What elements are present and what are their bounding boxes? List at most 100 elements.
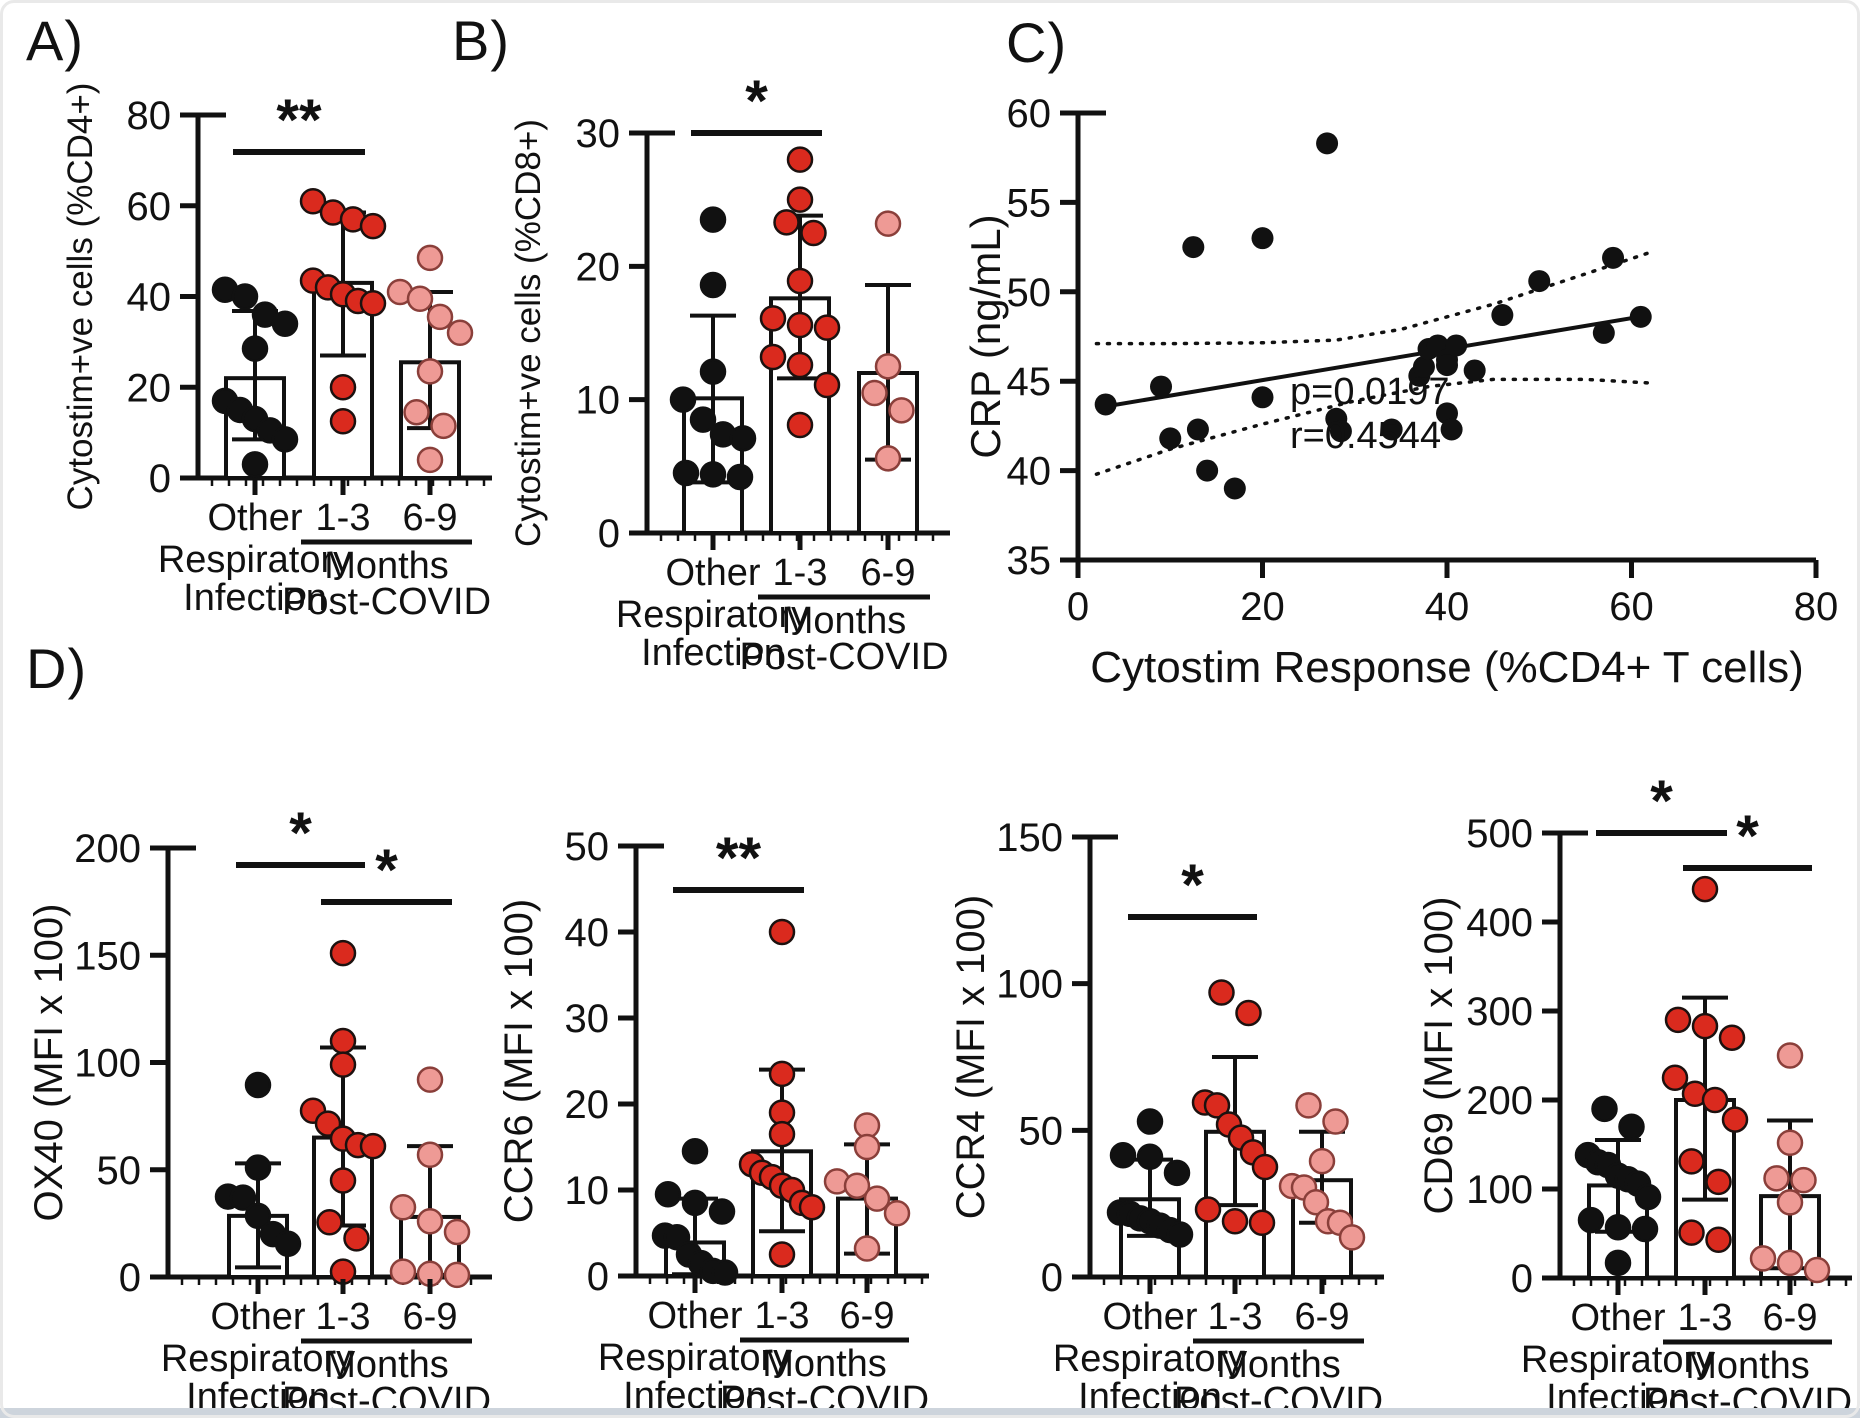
annotation-p-value: p=0.0197 xyxy=(1290,371,1450,413)
data-point xyxy=(274,1230,302,1258)
data-point xyxy=(416,1207,444,1235)
data-point xyxy=(1322,1108,1349,1135)
data-point xyxy=(430,412,457,440)
data-point xyxy=(711,1259,739,1286)
data-point xyxy=(241,335,269,362)
data-point xyxy=(1718,1024,1746,1051)
scatter-point xyxy=(1463,359,1486,382)
data-point xyxy=(1577,1206,1605,1234)
data-point xyxy=(329,939,357,967)
data-point xyxy=(1701,1086,1729,1114)
y-tick-label: 40 xyxy=(127,276,172,320)
sig-label: * xyxy=(375,838,398,903)
y-tick-label: 40 xyxy=(1007,450,1052,494)
data-point xyxy=(843,1172,871,1199)
data-point xyxy=(853,1235,881,1262)
data-point xyxy=(1248,1209,1276,1236)
y-tick-label: 0 xyxy=(119,1256,141,1300)
scatter-point xyxy=(1602,246,1625,269)
data-point xyxy=(1803,1256,1831,1284)
data-point xyxy=(244,1202,272,1230)
y-tick-label: 45 xyxy=(1007,360,1052,404)
y-tick-label: 150 xyxy=(996,816,1063,860)
data-point xyxy=(244,1154,272,1181)
y-tick-label: 80 xyxy=(127,94,172,138)
data-point xyxy=(689,406,717,433)
scatter-point xyxy=(1150,375,1173,398)
data-point xyxy=(1136,1143,1164,1170)
data-point xyxy=(1763,1165,1790,1192)
group-label: 6-9 xyxy=(1295,1296,1350,1338)
data-point xyxy=(729,425,757,452)
data-point xyxy=(416,244,444,272)
data-point xyxy=(1295,1092,1322,1119)
scatter-point xyxy=(1440,418,1463,441)
scatter-point xyxy=(1223,477,1246,500)
data-point xyxy=(773,209,800,236)
y-tick-label: 200 xyxy=(1466,1079,1533,1123)
data-point xyxy=(681,1189,709,1217)
data-point xyxy=(1591,1095,1618,1123)
data-point xyxy=(1749,1245,1777,1272)
scatter-point xyxy=(1329,420,1352,443)
data-point xyxy=(681,1138,709,1165)
y-tick-label: 50 xyxy=(565,825,610,869)
data-point xyxy=(1705,1226,1732,1253)
data-point xyxy=(786,351,814,379)
data-point xyxy=(708,1198,736,1225)
scatter-point xyxy=(1380,418,1403,441)
annotation-r-value: r=0.4544 xyxy=(1290,415,1441,457)
footer-respiratory: Respiratory xyxy=(158,539,352,581)
data-point xyxy=(241,451,269,478)
data-point xyxy=(271,310,299,337)
y-tick-label: 20 xyxy=(576,245,621,289)
footer-respiratory: Respiratory xyxy=(598,1337,792,1379)
data-point xyxy=(1136,1108,1164,1135)
data-point xyxy=(813,371,841,399)
group-label: 1-3 xyxy=(773,552,828,594)
y-axis-label: CRP (ng/mL) xyxy=(962,214,1009,458)
footer-months: Months xyxy=(1685,1345,1810,1387)
data-point xyxy=(874,353,902,380)
y-tick-label: 200 xyxy=(74,827,141,871)
data-point xyxy=(1302,1188,1330,1216)
data-point xyxy=(329,374,357,401)
regression-line xyxy=(1096,313,1651,410)
scatter-point xyxy=(1316,132,1339,155)
y-tick-label: 50 xyxy=(1007,271,1052,315)
data-point xyxy=(786,146,814,173)
ci_upper-band xyxy=(1094,250,1652,346)
data-point xyxy=(1618,1113,1645,1140)
group-label: Other xyxy=(210,1296,305,1338)
y-tick-label: 60 xyxy=(1007,92,1052,136)
data-point xyxy=(672,459,700,487)
y-tick-label: 30 xyxy=(576,112,621,156)
sig-label: * xyxy=(289,801,312,866)
scatter-point xyxy=(1251,386,1274,409)
data-point xyxy=(1776,1042,1804,1069)
data-point xyxy=(786,267,814,295)
data-point xyxy=(1705,1168,1732,1196)
scatter-point xyxy=(1445,334,1468,357)
group-label: Other xyxy=(1570,1297,1665,1339)
data-point xyxy=(359,212,387,240)
sig-label: * xyxy=(1650,769,1673,834)
panel-label-a: A) xyxy=(26,9,84,72)
group-label: 6-9 xyxy=(403,1296,458,1338)
data-point xyxy=(271,426,299,453)
y-axis-label: CD69 (MFI x 100) xyxy=(1417,897,1461,1215)
group-label: 6-9 xyxy=(861,552,916,594)
scatter-point xyxy=(1251,227,1274,250)
y-tick-label: 0 xyxy=(1041,1256,1063,1300)
y-tick-label: 0 xyxy=(1511,1257,1533,1301)
data-point xyxy=(759,343,787,371)
data-point xyxy=(786,411,814,439)
x-axis-label: Cytostim Response (%CD4+ T cells) xyxy=(1090,643,1804,692)
sig-label: * xyxy=(745,69,768,134)
group-label: 1-3 xyxy=(755,1295,810,1337)
x-tick-label: 20 xyxy=(1240,585,1285,629)
data-point xyxy=(1203,1092,1231,1119)
scatter-point xyxy=(1592,321,1615,344)
data-point xyxy=(1776,1249,1804,1277)
